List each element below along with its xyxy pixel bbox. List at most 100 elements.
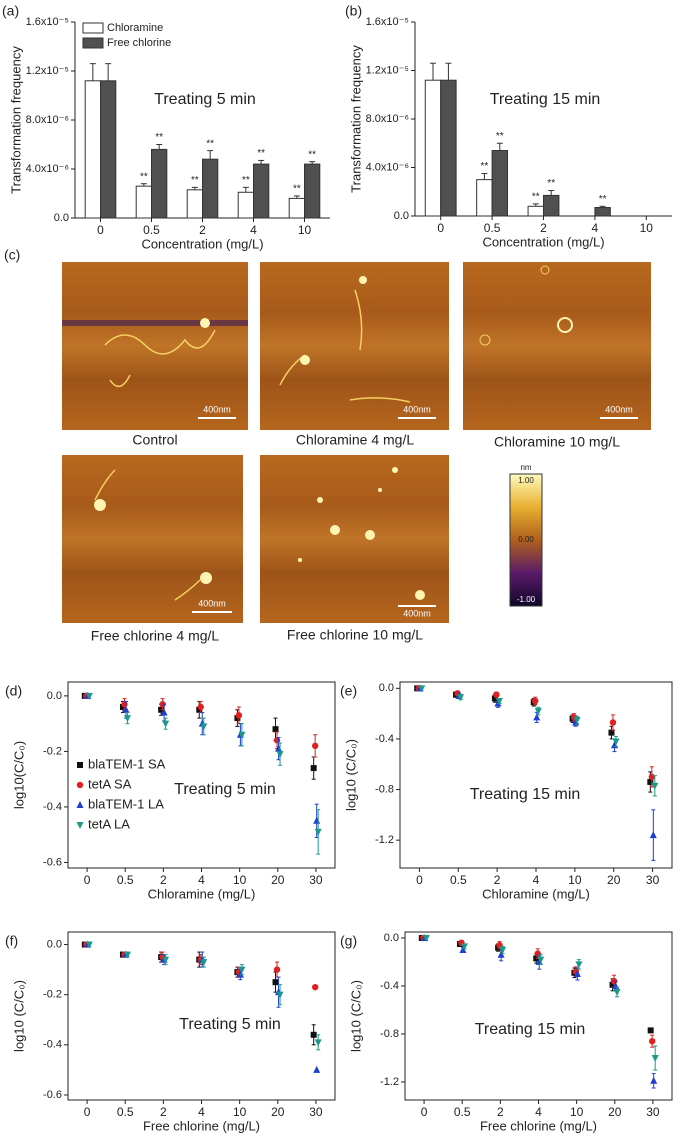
- y-tick-label: -0.4: [375, 733, 394, 745]
- y-tick-label: -0.4: [380, 980, 399, 992]
- significance: **: [257, 148, 265, 159]
- x-tick-label: 4: [533, 873, 540, 887]
- y-tick-label: 0.0: [379, 682, 394, 694]
- panel-label: (a): [2, 3, 19, 19]
- significance: **: [532, 192, 540, 203]
- x-tick-label: 10: [233, 873, 247, 887]
- x-tick-label: 0: [421, 1105, 428, 1119]
- data-point: [313, 816, 321, 824]
- x-tick-label: 10: [570, 1105, 584, 1119]
- legend-label: Chloramine: [107, 22, 163, 34]
- image-caption: Free chlorine 10 mg/L: [287, 627, 423, 643]
- panel-label: (e): [340, 683, 357, 699]
- bar: [594, 207, 611, 217]
- afm-image: 400nm: [260, 455, 449, 623]
- data-point: [310, 765, 317, 772]
- data-point: [573, 716, 581, 724]
- colorbar: nm 1.00 0.00 -1.00: [509, 463, 543, 607]
- bar: [237, 191, 254, 219]
- x-tick-label: 0: [416, 873, 423, 887]
- bar: [84, 80, 101, 219]
- legend-marker: [77, 762, 83, 768]
- bar: [543, 194, 560, 217]
- colorbar-tick: 1.00: [518, 476, 534, 485]
- legend-swatch: [82, 37, 104, 49]
- data-point: [491, 695, 498, 702]
- data-point: [238, 966, 246, 974]
- y-axis-label: log10 (C/C₀): [348, 980, 363, 1052]
- bar: [135, 185, 152, 219]
- x-tick-label: 4: [592, 221, 599, 235]
- data-point: [123, 715, 131, 723]
- data-point: [459, 946, 467, 953]
- data-point: [460, 943, 468, 951]
- data-point: [497, 950, 505, 958]
- annotation: Treating 15 min: [490, 91, 601, 108]
- y-tick-label: 1.6x10⁻⁵: [26, 16, 69, 28]
- y-axis-label: Transformation frequency: [348, 45, 363, 193]
- significance: **: [599, 194, 607, 205]
- y-axis-label: log10 (C/C₀): [343, 739, 358, 811]
- data-point: [311, 983, 319, 991]
- data-point: [418, 685, 426, 693]
- data-point: [162, 956, 170, 964]
- data-point: [648, 1038, 656, 1045]
- data-point: [537, 956, 545, 964]
- annotation: Treating 15 min: [470, 786, 581, 803]
- y-tick-label: -0.6: [43, 856, 62, 868]
- data-point: [647, 778, 654, 785]
- y-tick-label: -0.6: [43, 1089, 62, 1101]
- y-tick-label: -1.2: [375, 834, 394, 846]
- image-caption: Chloramine 4 mg/L: [296, 432, 414, 448]
- data-point: [85, 941, 93, 949]
- data-point: [314, 828, 322, 836]
- data-point: [533, 713, 541, 721]
- x-tick-label: 2: [540, 221, 547, 235]
- data-point: [313, 1065, 321, 1073]
- afm-image: 400nm: [62, 455, 243, 623]
- bar: [186, 189, 203, 219]
- legend-swatch: [82, 22, 104, 34]
- legend-label: blaTEM-1 LA: [88, 796, 164, 811]
- significance: **: [155, 132, 163, 143]
- data-point: [273, 737, 281, 744]
- data-point: [609, 981, 616, 988]
- x-tick-label: 20: [271, 873, 285, 887]
- panel-label: (c): [4, 247, 20, 263]
- bar: [253, 163, 270, 219]
- x-tick-label: 20: [608, 1105, 622, 1119]
- data-point: [493, 691, 500, 698]
- x-tick-label: 10: [298, 223, 312, 237]
- x-tick-label: 10: [233, 1105, 247, 1119]
- data-point: [534, 708, 542, 716]
- annotation: Treating 15 min: [475, 1021, 586, 1038]
- legend-label: tetA LA: [88, 816, 130, 831]
- data-point: [647, 1027, 654, 1034]
- y-tick-label: -0.2: [43, 989, 62, 1001]
- bar: [491, 150, 509, 217]
- bar: [304, 163, 321, 219]
- significance: **: [191, 175, 199, 186]
- data-point: [162, 720, 170, 728]
- data-point: [121, 701, 128, 708]
- data-point: [650, 1076, 658, 1084]
- scale-bar-label: 400nm: [203, 404, 231, 414]
- annotation: Treating 5 min: [179, 1016, 281, 1033]
- x-tick-label: 30: [646, 873, 660, 887]
- data-point: [200, 959, 208, 967]
- x-tick-label: 0.5: [117, 1105, 134, 1119]
- image-caption: Chloramine 10 mg/L: [494, 434, 620, 450]
- data-point: [651, 782, 659, 790]
- colorbar-tick: 0.00: [518, 535, 534, 544]
- y-tick-label: 8.0x10⁻⁶: [26, 114, 69, 126]
- y-tick-label: 0.0: [47, 938, 62, 950]
- y-tick-label: -0.8: [375, 783, 394, 795]
- y-tick-label: 0.0: [47, 690, 62, 702]
- data-point: [276, 991, 284, 999]
- x-tick-label: 0.5: [450, 873, 467, 887]
- y-tick-label: 4.0x10⁻⁶: [366, 161, 409, 173]
- colorbar-tick: -1.00: [517, 595, 536, 604]
- x-tick-label: 2: [160, 873, 167, 887]
- y-tick-label: 1.2x10⁻⁵: [366, 64, 409, 76]
- annotation: Treating 5 min: [174, 781, 276, 798]
